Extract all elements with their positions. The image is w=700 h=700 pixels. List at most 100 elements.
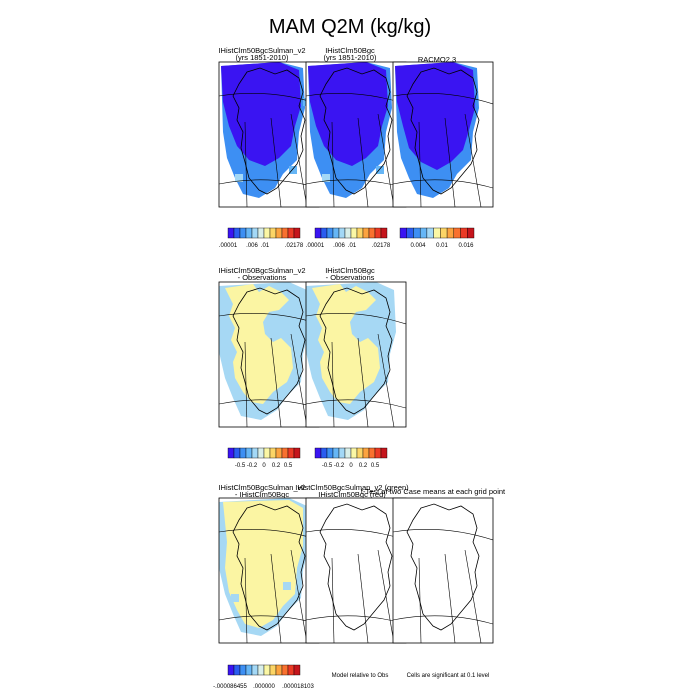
- colorbar-cell: [293, 447, 301, 459]
- colorbar-cell: [314, 227, 322, 239]
- panel-title: t-Test of two Case means at each grid po…: [361, 487, 506, 496]
- panel-row2-1: IHistClm50BgcSulman_v2 - Observations: [218, 266, 320, 428]
- colorbar-cell: [275, 447, 283, 459]
- panel-title: IHistClm50Bgc: [325, 266, 375, 275]
- colorbar-cell: [269, 664, 277, 676]
- colorbar-row1-2: .00001 .006 .01 .02178: [306, 227, 391, 249]
- colorbar-label: -0.5: [322, 463, 333, 469]
- colorbar-cell: [350, 227, 358, 239]
- colorbar-cell: [227, 447, 235, 459]
- colorbar-cell: [263, 664, 271, 676]
- colorbar-label: -0.2: [247, 463, 258, 469]
- colorbar-cell: [233, 664, 241, 676]
- colorbar-cell: [251, 664, 259, 676]
- figure-title: MAM Q2M (kg/kg): [269, 16, 431, 38]
- colorbar-cell: [460, 227, 468, 239]
- map-frame: [218, 281, 320, 428]
- graticule: [393, 93, 493, 207]
- colorbar-cell: [314, 447, 322, 459]
- colorbar-cell: [406, 227, 414, 239]
- colorbar-cell: [362, 227, 370, 239]
- colorbar-cell: [446, 227, 455, 239]
- panel-row3-3: t-Test of two Case means at each grid po…: [361, 487, 506, 644]
- map-frame: [392, 61, 494, 208]
- colorbar-label: .02178: [285, 243, 304, 249]
- colorbar-cell: [263, 447, 271, 459]
- panel-title: IHistClm50BgcSulman_v2 (green): [295, 483, 409, 492]
- field-deep-blue: [395, 62, 475, 170]
- colorbar-cell: [467, 227, 475, 239]
- colorbar-cell: [239, 664, 247, 676]
- colorbar-cell: [419, 227, 428, 239]
- colorbar-cell: [233, 227, 241, 239]
- colorbar-cell: [281, 664, 289, 676]
- colorbar-cell: [257, 227, 265, 239]
- colorbar-row1-1: .00001 .006 .01 .02178: [219, 227, 304, 249]
- colorbar-cell: [326, 447, 334, 459]
- panel-title: IHistClm50Bgc: [325, 46, 375, 55]
- colorbar-label: 0: [349, 463, 353, 469]
- colorbar-cell: [233, 447, 241, 459]
- colorbar-cell: [332, 227, 340, 239]
- colorbar-label: 0: [262, 463, 266, 469]
- field-deep-blue: [308, 62, 388, 166]
- colorbar-label: .00001: [306, 243, 325, 249]
- colorbar-cell: [269, 227, 277, 239]
- colorbar-cell: [368, 447, 376, 459]
- colorbar-cell: [287, 664, 295, 676]
- colorbar-cell: [251, 227, 259, 239]
- colorbar-label: -0.5: [235, 463, 246, 469]
- map-frame: [305, 61, 407, 208]
- colorbar-cell: [287, 447, 295, 459]
- panel-subtitle: - IHistClm50Bgc: [235, 490, 289, 499]
- colorbar-cell: [257, 664, 265, 676]
- map-frame: [392, 497, 494, 644]
- colorbar-cell: [287, 227, 295, 239]
- colorbar-cell: [257, 447, 265, 459]
- colorbar-cell: [368, 227, 376, 239]
- colorbar-cells: [314, 447, 388, 459]
- colorbar-label: .000000: [253, 684, 275, 690]
- colorbar-cell: [356, 447, 364, 459]
- colorbar-row1-3: 0.004 0.01 0.016: [399, 227, 475, 249]
- colorbar-cell: [338, 227, 346, 239]
- panel-row3-1: IHistClm50BgcSulman_v2 - IHistClm50Bgc: [218, 483, 320, 644]
- graticule: [306, 313, 406, 427]
- colorbar-cell: [344, 227, 352, 239]
- graticule: [393, 529, 493, 643]
- colorbar-label: .006: [333, 243, 345, 249]
- map-frame: [305, 497, 407, 644]
- colorbar-label: 0.5: [371, 463, 380, 469]
- note-model-relative: Model relative to Obs: [332, 673, 389, 679]
- field-deep-blue: [221, 62, 301, 166]
- colorbar-label: 0.2: [359, 463, 368, 469]
- colorbar-cell: [338, 447, 346, 459]
- panel-row2-2: IHistClm50Bgc - Observations: [305, 266, 407, 428]
- field-cell: [235, 174, 243, 182]
- colorbar-label: -.000086455: [213, 684, 247, 690]
- colorbar-cell: [245, 664, 253, 676]
- panel-title: IHistClm50BgcSulman_v2: [218, 483, 305, 492]
- colorbar-label: 0.2: [272, 463, 281, 469]
- panel-subtitle: (yrs 1851-2010): [324, 53, 377, 62]
- colorbar-label: 0.01: [436, 243, 448, 249]
- colorbar-cells: [227, 447, 301, 459]
- panel-title: IHistClm50BgcSulman_v2: [218, 46, 305, 55]
- note-significance: Cells are significant at 0.1 level: [407, 673, 490, 679]
- colorbar-cell: [239, 447, 247, 459]
- colorbar-label: .000018103: [282, 684, 314, 690]
- panel-title: IHistClm50BgcSulman_v2: [218, 266, 305, 275]
- colorbar-label: .02178: [372, 243, 391, 249]
- colorbar-cell: [350, 447, 358, 459]
- colorbar-cell: [320, 227, 328, 239]
- colorbar-row2-1: -0.5 -0.2 0 0.2 0.5: [227, 447, 301, 469]
- colorbar-cell: [293, 664, 301, 676]
- panel-row1-3: RACMO2.3: [392, 55, 494, 208]
- colorbar-row3-1: -.000086455 .000000 .000018103: [213, 664, 315, 690]
- colorbar-cell: [239, 227, 247, 239]
- field-light-yellow: [223, 500, 303, 628]
- colorbar-cell: [440, 227, 448, 239]
- panel-row1-1: IHistClm50BgcSulman_v2 (yrs 1851-2010): [218, 46, 320, 208]
- colorbar-label: .01: [348, 243, 357, 249]
- colorbar-row2-2: -0.5 -0.2 0 0.2 0.5: [314, 447, 388, 469]
